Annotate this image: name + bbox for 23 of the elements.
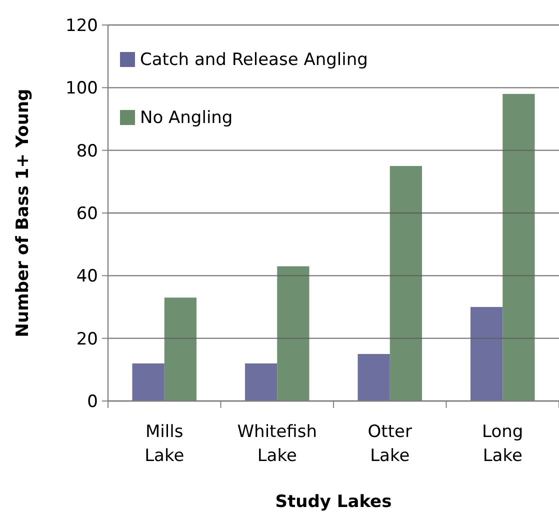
bar	[470, 307, 503, 401]
y-tick-label: 120	[66, 16, 98, 36]
x-tick-label: Otter Lake	[368, 422, 412, 466]
bar	[132, 363, 164, 401]
bar	[277, 266, 310, 401]
y-tick-label: 20	[76, 329, 98, 350]
x-axis-title: Study Lakes	[275, 492, 392, 512]
y-tick-label: 80	[76, 141, 98, 162]
legend-label: No Angling	[140, 108, 233, 128]
y-tick-label: 40	[76, 266, 98, 287]
bar	[502, 94, 535, 401]
y-tick-label: 100	[66, 78, 98, 99]
legend-label: Catch and Release Angling	[140, 50, 368, 70]
bar	[358, 354, 390, 401]
x-tick-label: Long Lake	[482, 422, 524, 466]
bar	[244, 363, 278, 401]
bar	[164, 298, 197, 401]
y-axis-title: Number of Bass 1+ Young	[13, 88, 33, 338]
x-tick-label: Mills Lake	[144, 422, 184, 466]
y-tick-label: 60	[76, 204, 98, 224]
y-tick-label: 0	[87, 392, 98, 412]
bar	[390, 166, 422, 401]
x-tick-label: Whitefish Lake	[237, 422, 318, 466]
